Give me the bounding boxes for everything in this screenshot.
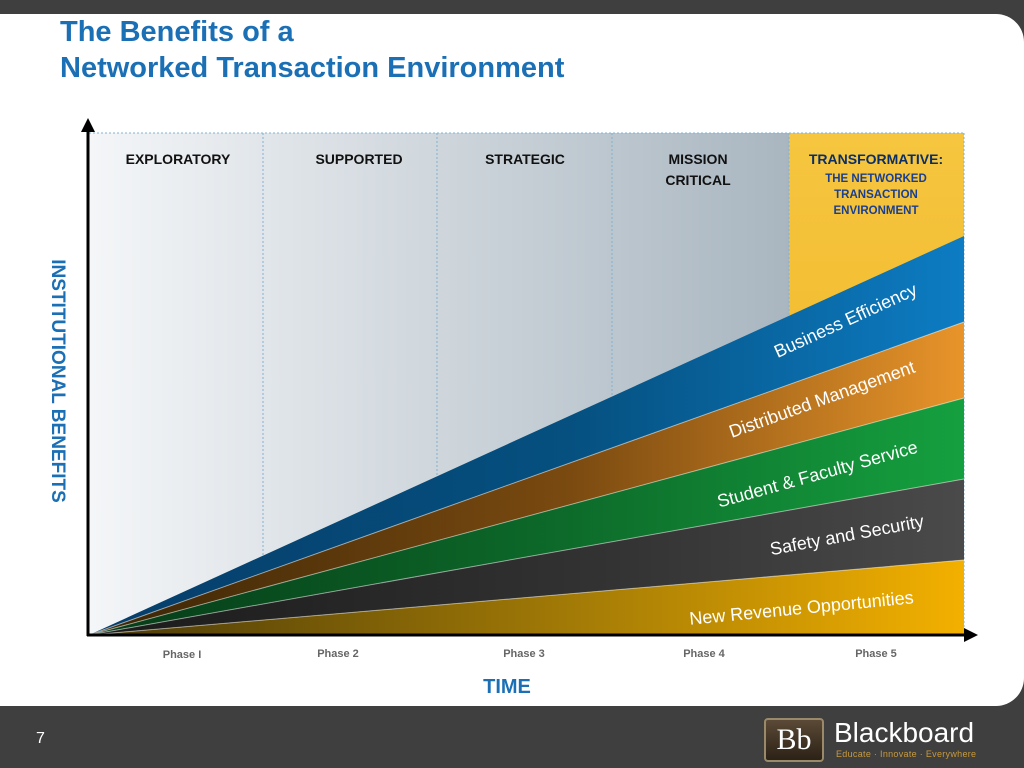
slide-title: The Benefits of a Networked Transaction …: [60, 14, 760, 86]
x-axis-label: TIME: [483, 676, 531, 698]
logo-tagline: Educate · Innovate · Everywhere: [836, 749, 977, 759]
y-axis-arrow: [81, 118, 95, 132]
title-line-1: The Benefits of a: [60, 16, 294, 48]
blackboard-logo: Bb Blackboard Educate · Innovate · Every…: [764, 716, 994, 764]
phase-label-3: Phase 3: [503, 648, 545, 660]
stage-header-mission-line-1: MISSION: [668, 151, 727, 167]
stage-subheader-line-2: TRANSACTION: [834, 189, 918, 201]
phase-label-2: Phase 2: [317, 648, 359, 660]
phase-label-1: Phase I: [163, 649, 202, 661]
stage-header-transformative: TRANSFORMATIVE:: [809, 151, 943, 167]
logo-badge-icon: Bb: [764, 718, 824, 762]
band-business-efficiency: [89, 236, 964, 635]
stage-subheader-line-3: ENVIRONMENT: [834, 205, 919, 217]
x-axis-arrow: [964, 628, 978, 642]
y-axis-label: INSTITUTIONAL BENEFITS: [47, 259, 68, 502]
page-number: 7: [36, 730, 45, 747]
stage-header-exploratory: EXPLORATORY: [126, 151, 231, 167]
title-line-2: Networked Transaction Environment: [60, 52, 565, 84]
stage-header-mission-line-2: CRITICAL: [665, 172, 731, 188]
stage-header-supported: SUPPORTED: [315, 151, 402, 167]
stage-subheader-line-1: THE NETWORKED: [825, 173, 927, 185]
phase-label-4: Phase 4: [683, 648, 725, 660]
phase-label-5: Phase 5: [855, 648, 897, 660]
logo-name: Blackboard: [834, 717, 975, 748]
stage-header-strategic: STRATEGIC: [485, 151, 565, 167]
